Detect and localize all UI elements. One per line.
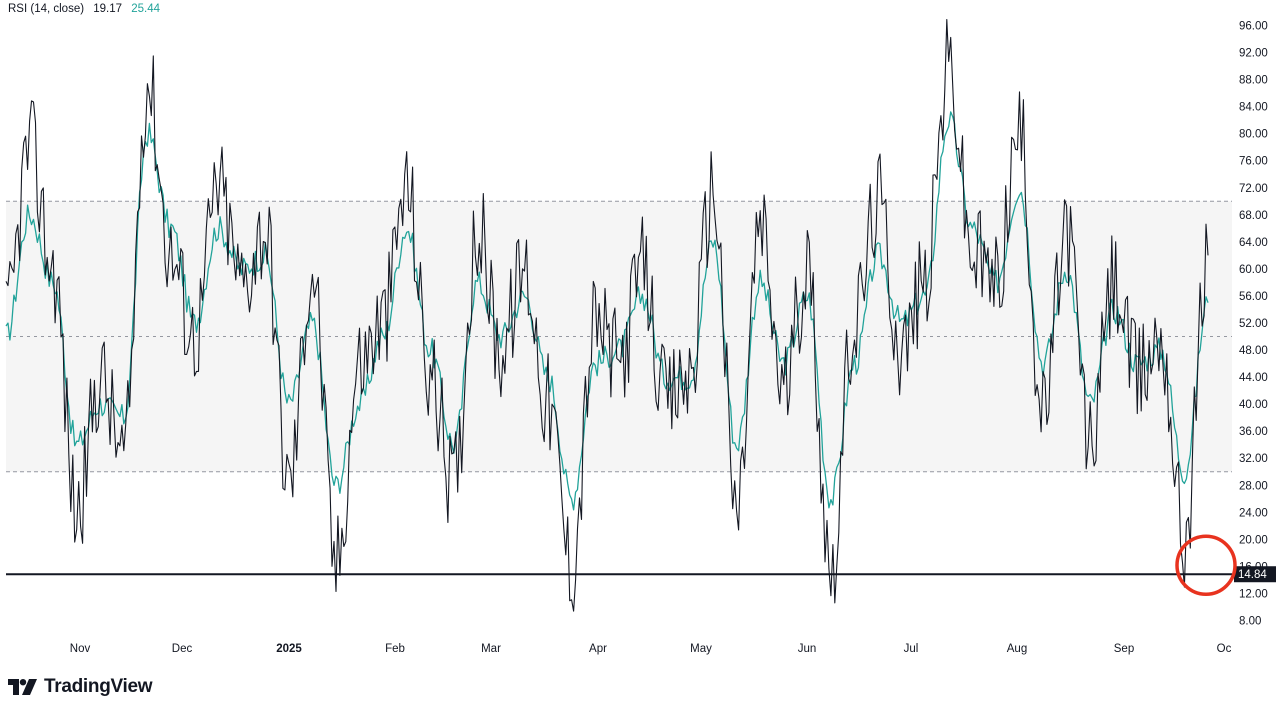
y-tick-label: 76.00 (1239, 156, 1268, 168)
x-tick-label: 2025 (276, 643, 302, 655)
highlight-circle (1175, 534, 1237, 596)
rsi-value: 19.17 (93, 3, 123, 15)
y-tick-label: 80.00 (1239, 129, 1268, 141)
y-axis: 96.00 92.00 88.00 84.00 80.00 76.00 72.00 68.00… (1239, 21, 1268, 628)
y-tick-label: 8.00 (1239, 615, 1261, 627)
current-value-text: 14.84 (1238, 569, 1267, 581)
x-tick-label: Sep (1114, 643, 1134, 655)
y-tick-label: 56.00 (1239, 291, 1268, 303)
y-tick-label: 68.00 (1239, 210, 1268, 222)
y-tick-label: 72.00 (1239, 183, 1268, 195)
x-tick-label: Apr (589, 643, 607, 655)
reference-levels (6, 200, 1232, 473)
y-tick-label: 48.00 (1239, 345, 1268, 357)
rsi-series (5, 18, 1209, 612)
y-tick-label: 36.00 (1239, 426, 1268, 438)
x-tick-label: Aug (1007, 643, 1027, 655)
x-tick-label: Nov (70, 643, 91, 655)
x-tick-label: Feb (385, 643, 405, 655)
x-tick-label: Mar (481, 643, 501, 655)
tradingview-logo: TradingView (8, 676, 153, 698)
y-tick-label: 96.00 (1239, 21, 1268, 33)
y-tick-label: 84.00 (1239, 102, 1268, 114)
y-tick-label: 20.00 (1239, 534, 1268, 546)
y-tick-label: 28.00 (1239, 480, 1268, 492)
y-tick-label: 88.00 (1239, 75, 1268, 87)
x-tick-label: Jun (798, 643, 817, 655)
y-tick-label: 92.00 (1239, 48, 1268, 60)
y-tick-label: 64.00 (1239, 237, 1268, 249)
brand-name: TradingView (44, 676, 153, 697)
current-value-label: 14.84 (1234, 566, 1276, 583)
indicator-legend: RSI (14, close) 19.17 25.44 (8, 3, 166, 15)
ma-value: 25.44 (131, 3, 161, 15)
y-tick-label: 12.00 (1239, 588, 1268, 600)
x-tick-label: Dec (172, 643, 193, 655)
x-tick-label: Jul (904, 643, 919, 655)
y-tick-label: 24.00 (1239, 507, 1268, 519)
x-axis: Nov Dec 2025 Feb Mar Apr May Jun Jul Aug Sep Oc (70, 643, 1232, 655)
y-tick-label: 44.00 (1239, 372, 1268, 384)
x-tick-label: Oc (1217, 643, 1232, 655)
y-tick-label: 32.00 (1239, 453, 1268, 465)
series-rsi-line (5, 18, 1209, 612)
y-tick-label: 52.00 (1239, 318, 1268, 330)
x-tick-label: May (690, 643, 712, 655)
y-tick-label: 60.00 (1239, 264, 1268, 276)
indicator-label: RSI (14, close) (8, 3, 85, 15)
y-tick-label: 40.00 (1239, 399, 1268, 411)
tradingview-logo-icon (8, 679, 37, 695)
